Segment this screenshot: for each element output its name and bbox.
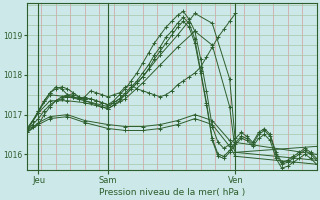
X-axis label: Pression niveau de la mer( hPa ): Pression niveau de la mer( hPa ) — [99, 188, 245, 197]
